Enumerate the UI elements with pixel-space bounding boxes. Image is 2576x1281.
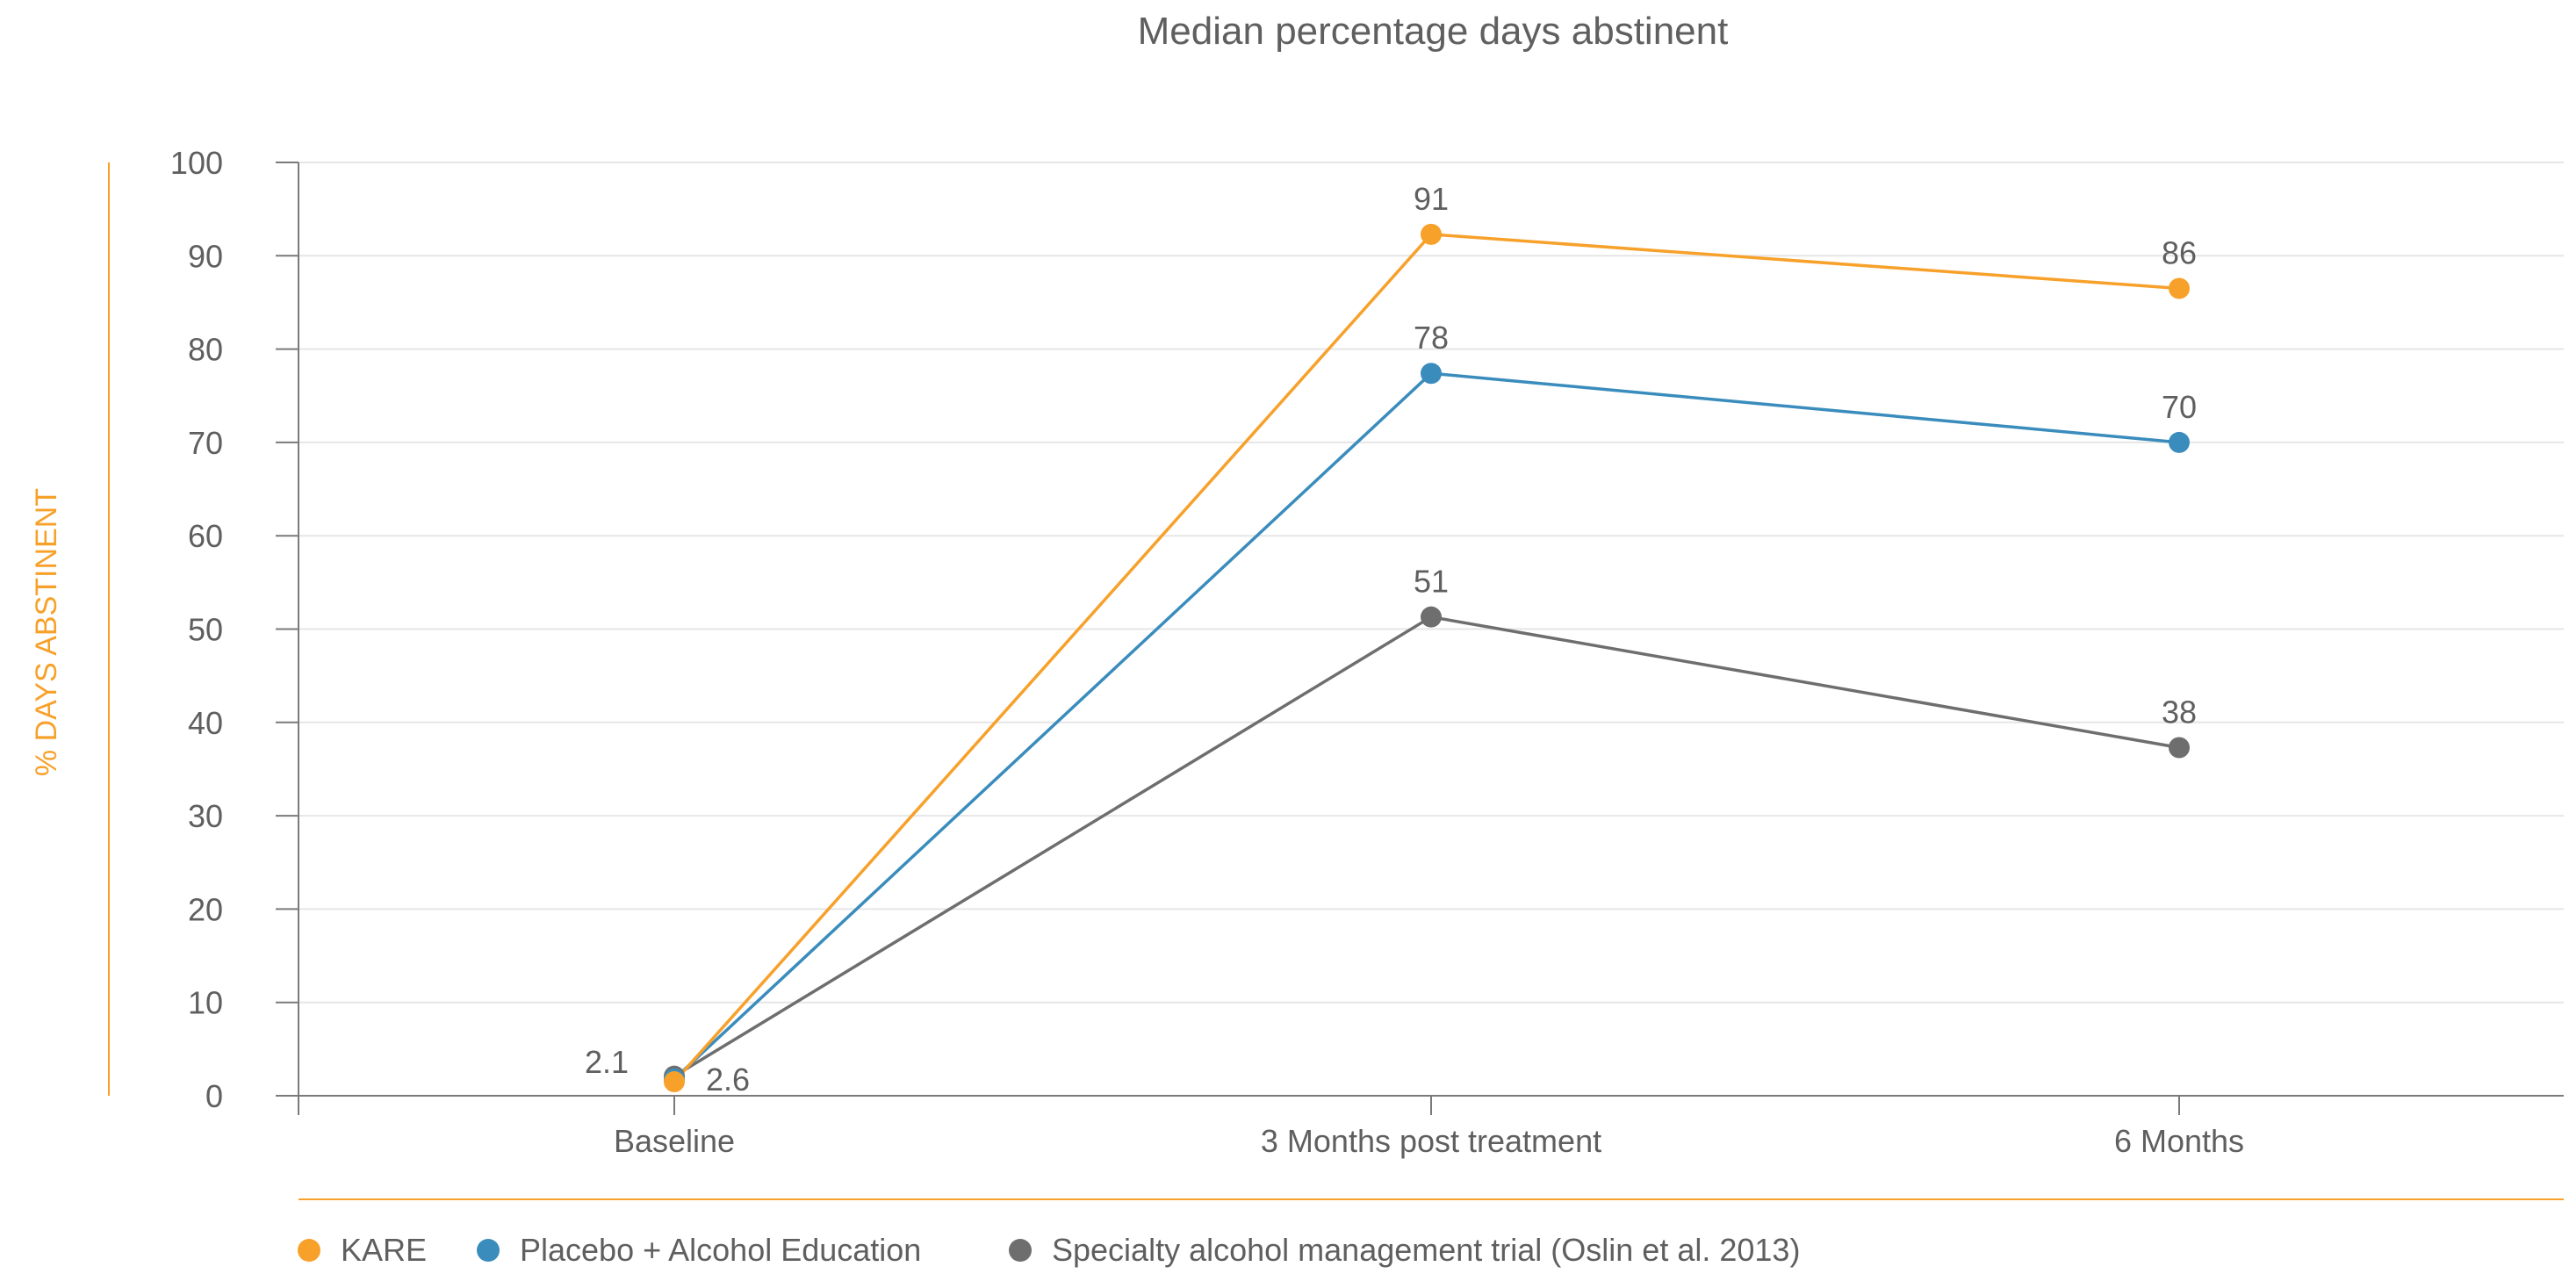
data-point	[2169, 737, 2190, 759]
annotation-label: 2.6	[706, 1062, 750, 1097]
y-tick-label: 60	[188, 518, 223, 554]
y-tick-label: 20	[188, 891, 223, 927]
legend-label: KARE	[341, 1232, 427, 1268]
legend-item: KARE	[298, 1232, 427, 1268]
legend-item: Placebo + Alcohol Education	[477, 1232, 921, 1268]
data-label: 86	[2162, 235, 2197, 271]
y-tick-label: 40	[188, 705, 223, 741]
data-point	[2169, 431, 2190, 453]
y-tick-label: 70	[188, 425, 223, 461]
annotation-label: 2.1	[585, 1044, 629, 1080]
chart-title: Median percentage days abstinent	[1138, 10, 1729, 53]
x-tick-label: Baseline	[614, 1123, 735, 1159]
y-tick-label: 90	[188, 238, 223, 274]
series-line-2	[673, 615, 2180, 1078]
gridlines	[299, 162, 2564, 1004]
legend-label: Placebo + Alcohol Education	[520, 1232, 921, 1268]
y-tick-label: 80	[188, 332, 223, 368]
data-points	[664, 223, 2190, 1093]
legend-label: Specialty alcohol management trial (Osli…	[1052, 1232, 1800, 1268]
y-tick-labels: 0 10 20 30 40 50 60 70 80 90 100	[170, 145, 223, 1114]
series-line-1	[673, 371, 2180, 1081]
y-tick-label: 100	[170, 145, 223, 181]
legend-marker	[477, 1239, 500, 1262]
data-label: 78	[1414, 320, 1449, 356]
y-tick-label: 0	[205, 1078, 223, 1114]
data-label: 70	[2162, 389, 2197, 425]
x-tick-label: 3 Months post treatment	[1261, 1123, 1601, 1159]
series-lines	[673, 233, 2180, 1083]
data-point	[1421, 223, 1442, 245]
legend: KARE Placebo + Alcohol Education Specialty…	[298, 1232, 1800, 1268]
y-tick-label: 10	[188, 985, 223, 1021]
y-tick-label: 50	[188, 612, 223, 648]
x-tick-labels: Baseline 3 Months post treatment 6 Months	[614, 1123, 2244, 1159]
data-point	[664, 1071, 685, 1093]
data-point	[2169, 277, 2190, 299]
data-label: 38	[2162, 694, 2197, 730]
y-axis-label: % DAYS ABSTINENT	[30, 488, 63, 776]
data-point	[1421, 606, 1442, 628]
x-tick-label: 6 Months	[2114, 1123, 2244, 1159]
axes	[276, 162, 2564, 1115]
data-label: 51	[1414, 564, 1449, 600]
y-tick-label: 30	[188, 798, 223, 834]
legend-marker	[1009, 1239, 1032, 1262]
data-point	[1421, 363, 1442, 385]
legend-item: Specialty alcohol management trial (Osli…	[1009, 1232, 1800, 1268]
series-line-0	[673, 233, 2180, 1083]
data-labels: 51 38 78 70 91 86 2.1 2.6	[585, 181, 2197, 1097]
legend-marker	[298, 1239, 320, 1262]
data-label: 91	[1414, 181, 1449, 217]
